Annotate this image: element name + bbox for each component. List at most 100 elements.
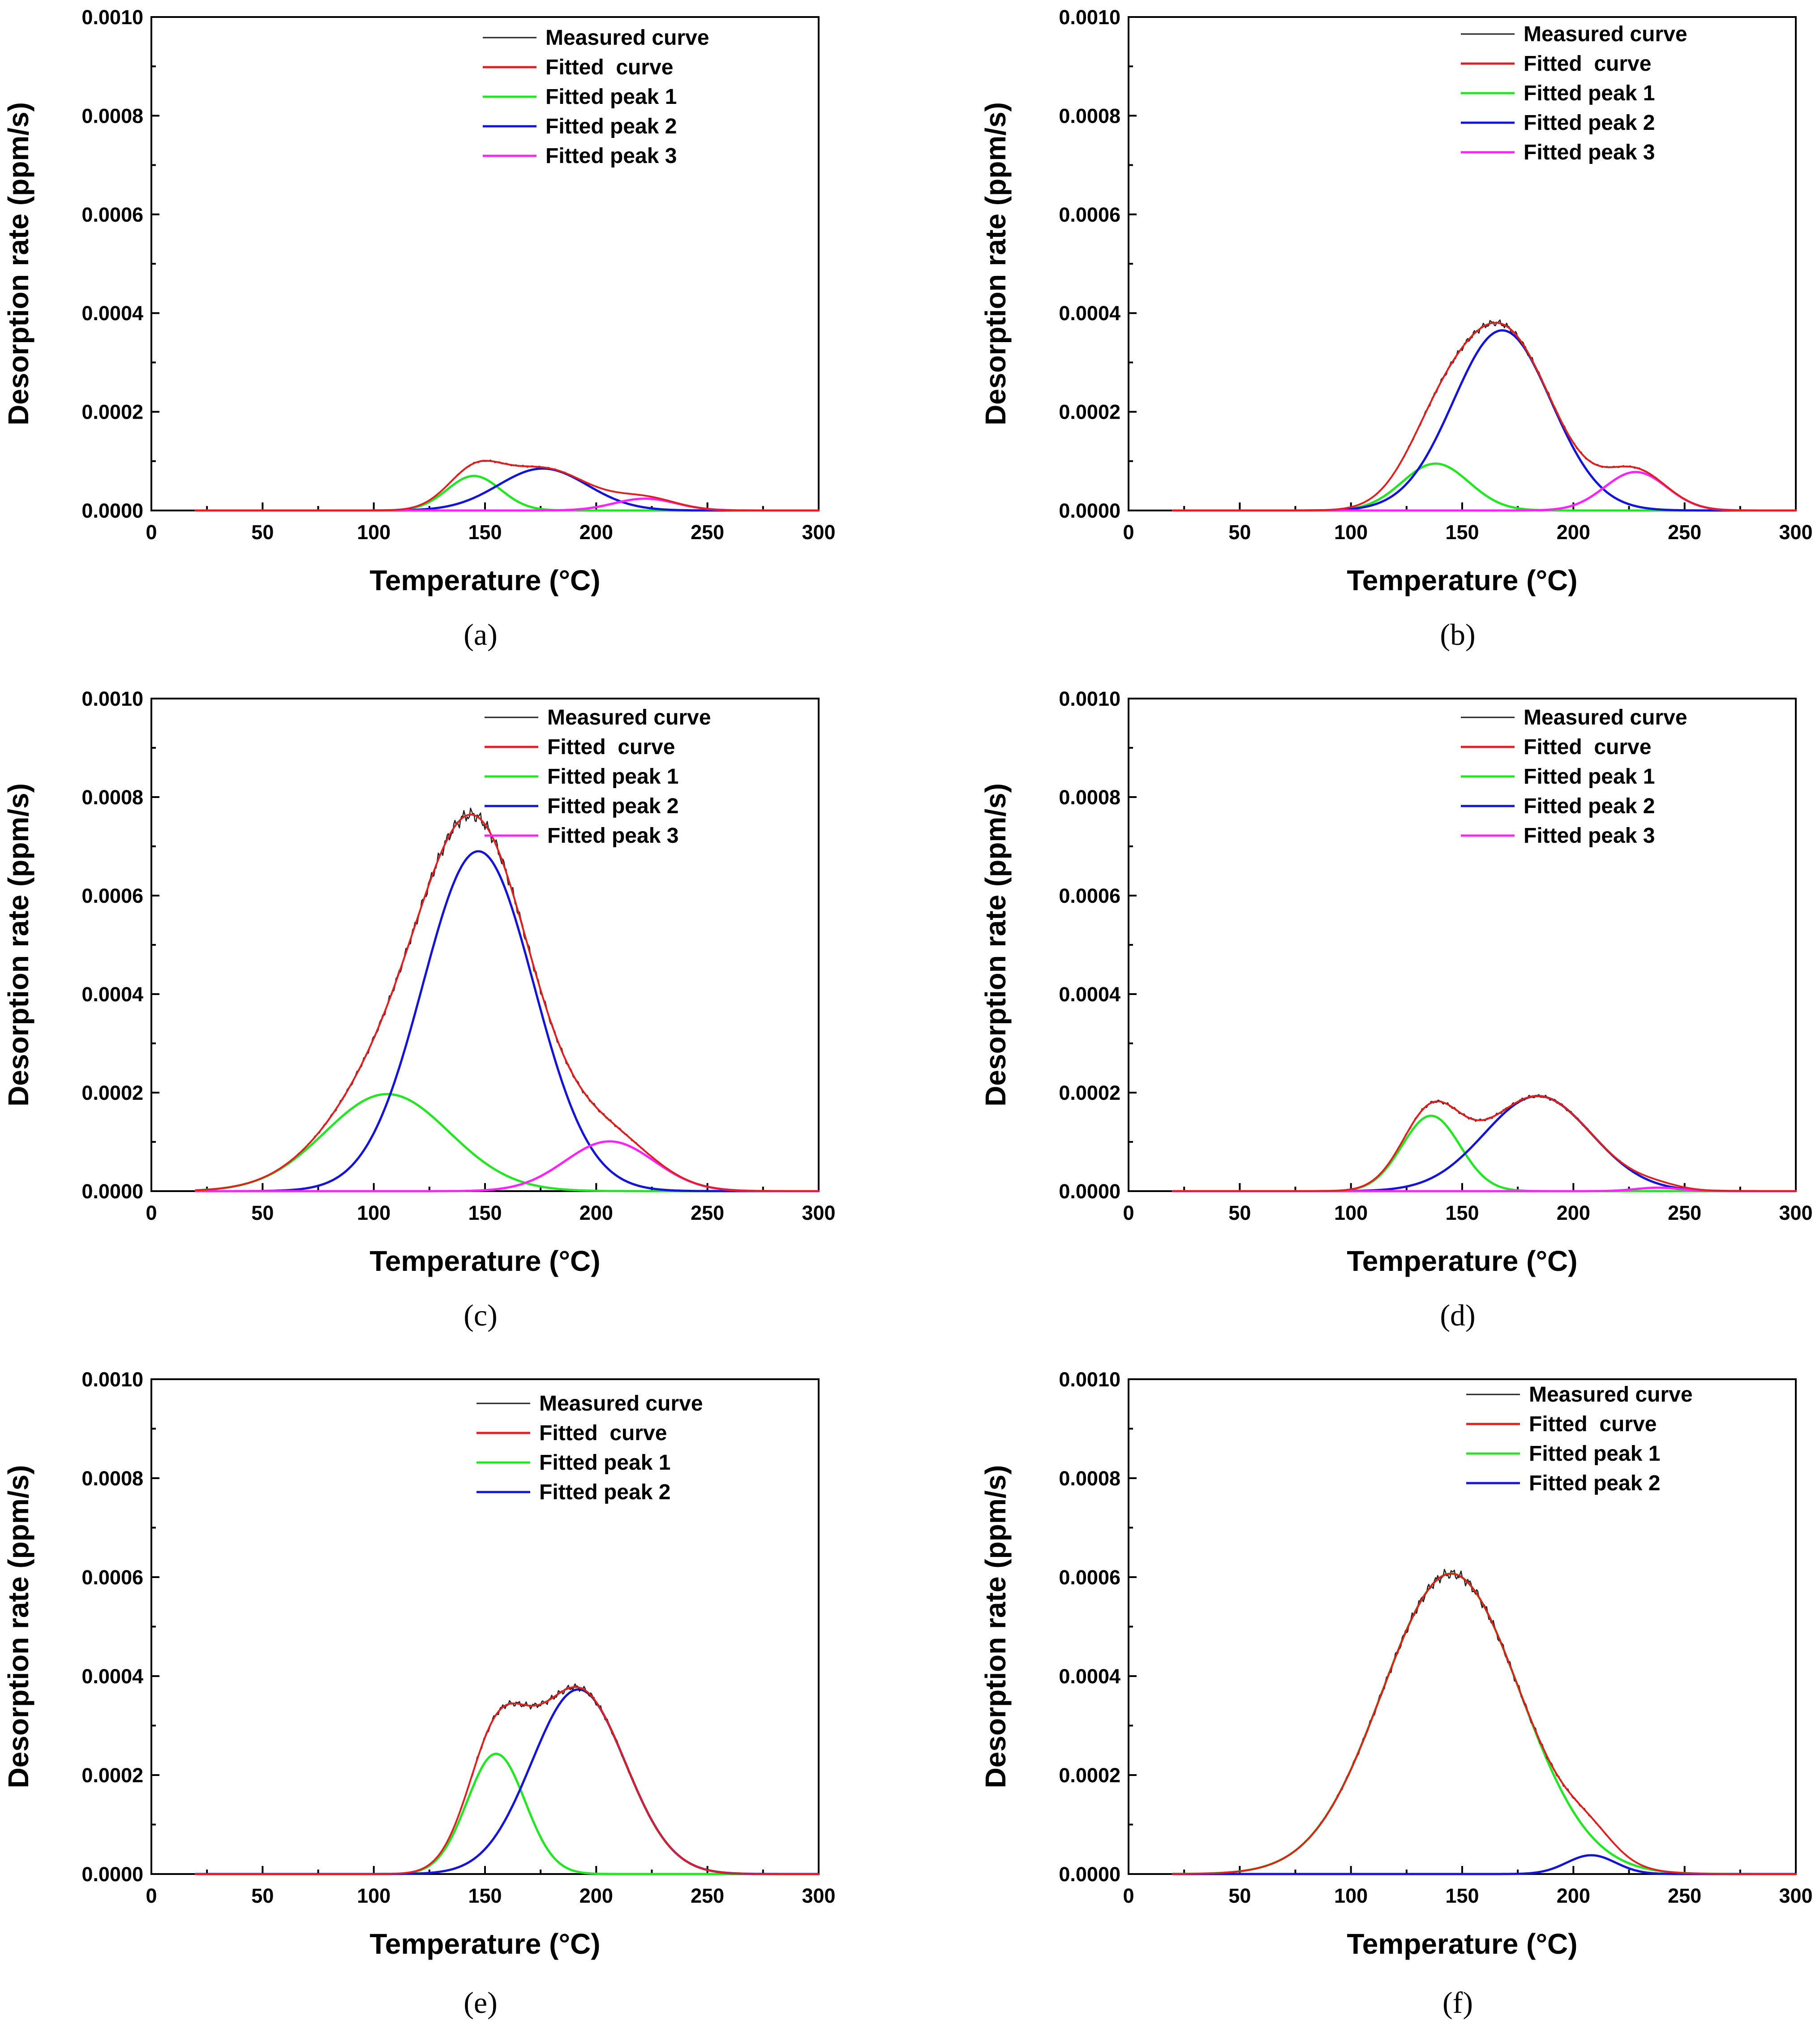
y-tick-label: 0.0006 [1059,1566,1120,1589]
x-tick-label: 50 [251,1884,274,1907]
chart-panel: 0 50 100 150 200 250 300 0.0000 0.0002 0.0004 0.00… [979,6,1813,652]
x-axis-title: Temperature (°C) [1347,1928,1577,1960]
legend-entry: Fitted peak 2 [1529,1471,1660,1495]
x-tick-label: 0 [146,1884,157,1907]
x-axis-title: Temperature (°C) [1347,1245,1577,1277]
y-tick-label: 0.0002 [1059,1764,1120,1787]
y-tick-label: 0.0006 [82,203,143,226]
x-tick-label: 200 [579,1201,613,1224]
legend-entry: Fitted curve [547,735,675,759]
measured-curve-line [1172,1569,1797,1875]
legend-entry: Fitted peak 3 [547,824,678,848]
panel-label: (b) [1440,618,1475,652]
x-tick-label: 250 [1668,521,1701,544]
x-tick-label: 0 [146,1201,157,1224]
y-tick-label: 0.0010 [82,687,143,710]
plot-frame [1128,698,1797,1192]
legend-entry: Measured curve [539,1392,703,1415]
y-tick-label: 0.0000 [82,499,143,522]
legend-entry: Fitted peak 2 [1524,111,1655,135]
panel-label: (a) [464,618,497,652]
plot-frame [1128,1378,1797,1875]
y-tick-label: 0.0000 [1059,1863,1120,1886]
y-tick-label: 0.0004 [82,1665,143,1688]
fitted-peak-3-line [194,498,820,512]
x-tick-label: 200 [579,1884,613,1907]
y-axis-title: Desorption rate (ppm/s) [2,102,34,425]
y-tick-label: 0.0000 [1059,1180,1120,1203]
measured-curve-line [195,1683,820,1875]
x-tick-label: 200 [1557,1884,1590,1907]
legend-entry: Measured curve [1524,706,1687,729]
legend-entry: Measured curve [1524,22,1687,46]
fitted-curve-line [1172,1095,1797,1192]
y-tick-label: 0.0010 [1059,6,1120,29]
x-tick-label: 250 [691,1201,724,1224]
y-tick-label: 0.0010 [1059,687,1120,710]
x-tick-label: 150 [468,1884,502,1907]
x-tick-label: 250 [1668,1201,1701,1224]
y-tick-label: 0.0010 [1059,1368,1120,1391]
legend-entry: Fitted curve [1529,1412,1657,1436]
legend-entry: Fitted peak 1 [545,85,677,109]
legend-entry: Measured curve [547,706,711,729]
y-tick-label: 0.0004 [1059,983,1120,1006]
x-tick-label: 250 [691,1884,724,1907]
y-tick-label: 0.0006 [1059,884,1120,907]
y-tick-label: 0.0002 [82,1764,143,1787]
y-tick-label: 0.0006 [82,884,143,907]
x-tick-label: 100 [1334,521,1368,544]
y-tick-label: 0.0004 [82,983,143,1006]
legend: Measured curve Fitted curve Fitted peak 1 F… [1461,706,1687,848]
y-tick-label: 0.0002 [1059,1081,1120,1104]
y-tick-label: 0.0004 [1059,1665,1120,1688]
y-tick-label: 0.0006 [1059,203,1120,226]
y-axis-title: Desorption rate (ppm/s) [2,1465,34,1789]
x-tick-label: 100 [357,1201,391,1224]
legend-entry: Fitted curve [545,56,673,79]
y-axis-title: Desorption rate (ppm/s) [979,1465,1012,1789]
x-tick-label: 0 [1123,1884,1134,1907]
y-tick-label: 0.0000 [82,1863,143,1886]
y-tick-label: 0.0008 [82,786,143,809]
x-tick-label: 200 [579,521,613,544]
x-tick-label: 0 [1123,1201,1134,1224]
x-tick-label: 50 [1228,1201,1251,1224]
legend-entry: Fitted peak 2 [539,1480,670,1504]
fitted-peak-2-line [194,1688,820,1875]
legend-entry: Fitted peak 3 [545,144,677,168]
x-tick-label: 0 [1123,521,1134,544]
y-tick-label: 0.0008 [1059,1467,1120,1490]
legend: Measured curve Fitted curve Fitted peak 1 F… [1466,1383,1693,1495]
legend-entry: Fitted peak 1 [539,1451,670,1475]
fitted-curve-line [195,1686,820,1875]
x-tick-label: 300 [1779,1884,1812,1907]
fitted-curve-line [195,460,820,511]
y-axis-title: Desorption rate (ppm/s) [979,102,1012,425]
y-tick-label: 0.0008 [1059,104,1120,127]
x-tick-label: 300 [802,521,835,544]
x-tick-label: 50 [251,521,274,544]
legend-entry: Fitted peak 1 [1524,81,1655,105]
y-tick-label: 0.0008 [1059,786,1120,809]
legend-entry: Fitted peak 2 [1524,794,1655,818]
y-tick-label: 0.0006 [82,1566,143,1589]
x-tick-label: 300 [802,1201,835,1224]
plot-frame [1128,16,1797,511]
x-axis-title: Temperature (°C) [1347,564,1577,596]
panel-label: (d) [1440,1298,1475,1332]
chart-panel: 0 50 100 150 200 250 300 0.0000 0.0002 0.0004 0.00… [979,1368,1813,2020]
legend-entry: Fitted peak 1 [1524,765,1655,789]
y-tick-label: 0.0002 [82,1081,143,1104]
legend-entry: Measured curve [1529,1383,1693,1407]
x-tick-label: 200 [1557,1201,1590,1224]
y-axis-title: Desorption rate (ppm/s) [2,783,34,1107]
plot-frame [150,16,820,511]
x-tick-label: 150 [468,1201,502,1224]
legend-entry: Fitted peak 2 [545,115,677,138]
x-tick-label: 50 [1228,521,1251,544]
chart-panel: 0 50 100 150 200 250 300 0.0000 0.0002 0.0004 0.00… [2,1368,836,2020]
measured-curve-line [195,459,820,511]
fitted-peak-1-line [1172,462,1797,512]
fitted-peak-2-line [194,467,820,512]
